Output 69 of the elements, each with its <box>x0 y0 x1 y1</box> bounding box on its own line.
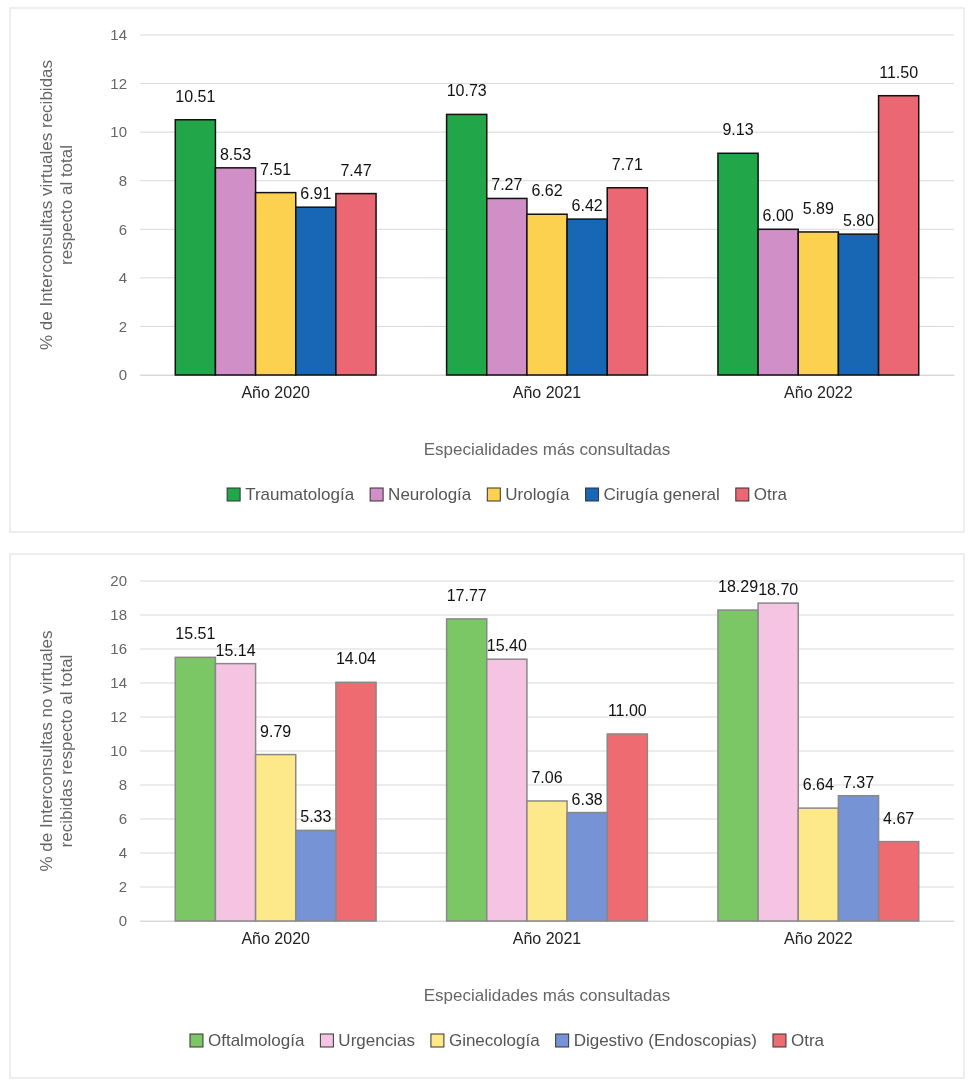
y-tick-label: 6 <box>118 220 127 238</box>
data-label: 7.27 <box>491 176 523 194</box>
data-label: 7.51 <box>260 160 292 178</box>
data-label: 4.67 <box>883 809 915 827</box>
data-label: 8.53 <box>219 145 252 163</box>
data-label: 15.40 <box>486 637 527 655</box>
y-tick-label: 12 <box>110 74 127 92</box>
y-tick-label: 6 <box>118 810 127 828</box>
data-label: 11.50 <box>879 63 919 81</box>
data-label: 6.38 <box>571 790 603 808</box>
y-axis-title: % de Interconsultas no virtuales recibidas respecto al total <box>37 630 77 872</box>
data-label: 5.33 <box>300 808 332 826</box>
data-label: 6.42 <box>571 197 603 215</box>
y-tick-label: 2 <box>118 317 127 335</box>
y-tick-label: 8 <box>118 776 127 794</box>
y-tick-label: 10 <box>110 742 127 760</box>
legend-label: Oftalmología <box>207 1031 305 1050</box>
y-tick-label: 0 <box>118 912 127 930</box>
y-tick-label: 18 <box>110 606 127 624</box>
y-tick-label: 12 <box>110 708 127 726</box>
legend-label: Ginecología <box>448 1031 541 1050</box>
data-label: 17.77 <box>446 586 487 604</box>
data-label: 7.06 <box>531 768 563 786</box>
legend-label: Cirugía general <box>603 485 720 504</box>
data-label: 10.51 <box>175 87 216 105</box>
data-label: 18.70 <box>758 581 799 599</box>
data-label: 7.47 <box>340 161 372 179</box>
legend-label: Digestivo (Endoscopias) <box>573 1031 757 1050</box>
data-label: 5.80 <box>842 212 875 230</box>
data-label: 7.37 <box>842 773 875 791</box>
x-tick-label: Año 2020 <box>241 930 311 948</box>
y-tick-label: 4 <box>118 269 127 287</box>
x-tick-label: Año 2021 <box>512 384 582 402</box>
y-tick-label: 10 <box>110 123 127 141</box>
data-label: 6.91 <box>300 185 332 203</box>
x-tick-label: Año 2020 <box>241 384 311 402</box>
data-label: 7.71 <box>611 155 643 173</box>
y-tick-label: 4 <box>118 844 127 862</box>
data-label: 10.73 <box>446 82 487 100</box>
x-axis-title: Especialidades más consultadas <box>423 440 671 459</box>
y-tick-label: 2 <box>118 878 127 896</box>
data-label: 14.04 <box>335 650 377 668</box>
data-label: 5.89 <box>802 199 835 217</box>
y-tick-label: 20 <box>110 572 127 590</box>
x-tick-label: Año 2021 <box>512 930 582 948</box>
y-tick-label: 14 <box>110 26 127 44</box>
legend-label: Otra <box>790 1031 825 1050</box>
legend-label: Urología <box>505 485 571 504</box>
data-label: 11.00 <box>607 702 647 719</box>
legend-label: Otra <box>753 485 788 504</box>
data-label: 18.29 <box>718 578 759 596</box>
data-label: 15.14 <box>215 641 256 659</box>
x-tick-label: Año 2022 <box>784 930 853 948</box>
x-tick-label: Año 2022 <box>784 384 853 402</box>
x-axis-title: Especialidades más consultadas <box>423 986 671 1005</box>
data-label: 15.51 <box>175 625 216 643</box>
legend-label: Urgencias <box>338 1031 415 1050</box>
data-label: 6.64 <box>802 776 835 794</box>
legend-label: Traumatología <box>245 485 355 504</box>
y-tick-label: 16 <box>110 640 127 658</box>
y-axis-title: % de Interconsultas virtuales recibidas respecto al total <box>37 59 77 351</box>
y-tick-label: 8 <box>118 172 127 190</box>
data-label: 6.62 <box>531 182 563 200</box>
y-tick-label: 14 <box>110 674 127 692</box>
data-label: 6.00 <box>762 207 794 225</box>
legend-label: Neurología <box>388 485 472 504</box>
y-tick-label: 0 <box>118 366 127 384</box>
data-label: 9.79 <box>260 722 292 740</box>
data-label: 9.13 <box>722 121 754 139</box>
